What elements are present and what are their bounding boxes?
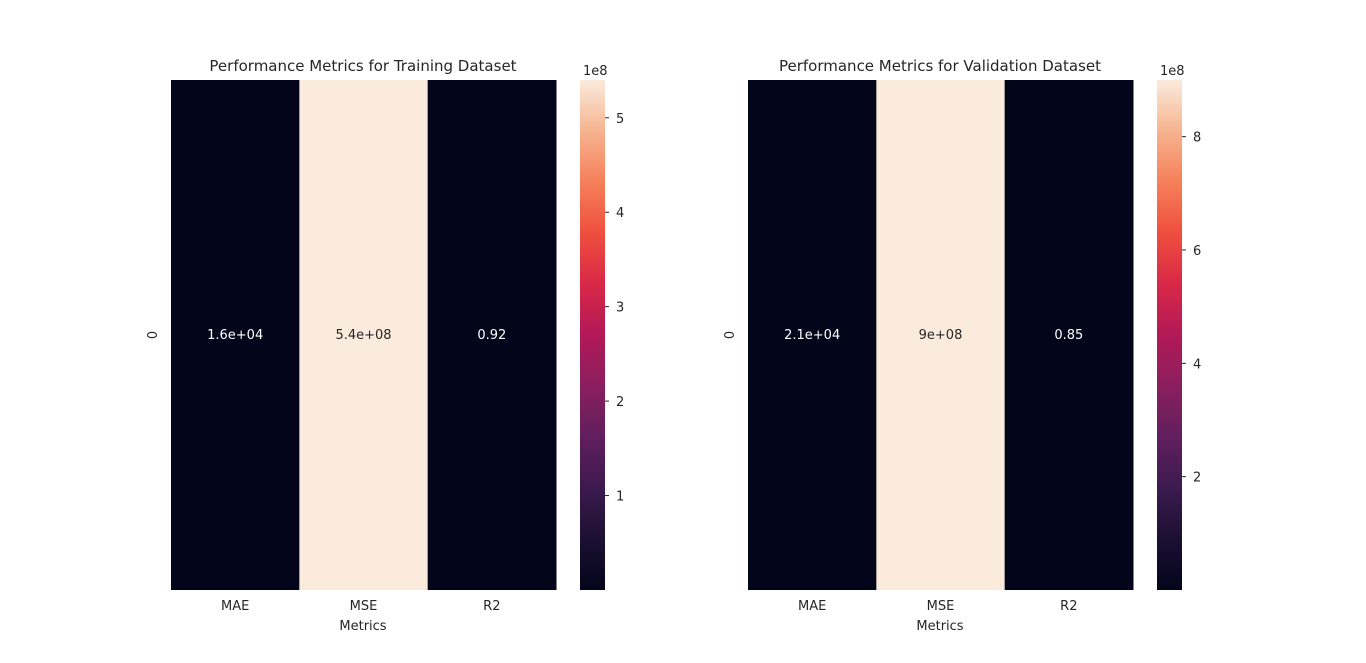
x-tick-label: MSE xyxy=(927,599,955,614)
heatmap-cell xyxy=(1004,80,1134,590)
cell-annotation: 2.1e+04 xyxy=(784,328,840,343)
row-tick-label: 0 xyxy=(723,331,738,339)
colorbar-tick-label: 1 xyxy=(616,490,624,505)
heatmap-panel-validation: Performance Metrics for Validation Datas… xyxy=(723,57,1201,634)
heatmap-panel-training: Performance Metrics for Training Dataset… xyxy=(146,57,624,634)
colorbar-tick-label: 5 xyxy=(616,112,624,127)
x-tick-label: MAE xyxy=(798,599,826,614)
x-tick-label: MAE xyxy=(221,599,249,614)
cell-annotation: 0.85 xyxy=(1054,328,1083,343)
heatmap-cell xyxy=(171,80,300,590)
cell-annotation: 1.6e+04 xyxy=(207,328,263,343)
colorbar-ticks: 2 4 6 8 xyxy=(1182,131,1201,486)
colorbar-tick-label: 8 xyxy=(1193,131,1201,146)
heatmap-cell xyxy=(299,80,429,590)
chart-title: Performance Metrics for Training Dataset xyxy=(209,57,516,75)
colorbar-tick-label: 6 xyxy=(1193,244,1201,259)
colorbar-tick-label: 2 xyxy=(616,395,624,410)
heatmap-cells: 2.1e+04 9e+08 0.85 xyxy=(748,80,1134,590)
row-tick-label: 0 xyxy=(146,331,161,339)
colorbar xyxy=(1157,80,1182,590)
x-tick-label: R2 xyxy=(483,599,500,614)
x-axis-label: Metrics xyxy=(339,619,386,634)
colorbar-multiplier: 1e8 xyxy=(583,64,608,79)
colorbar-ticks: 1 2 3 4 5 xyxy=(605,112,624,505)
colorbar-tick-label: 3 xyxy=(616,301,624,316)
heatmap-cells: 1.6e+04 5.4e+08 0.92 xyxy=(171,80,557,590)
cell-annotation: 0.92 xyxy=(477,328,506,343)
x-axis-label: Metrics xyxy=(916,619,963,634)
cell-annotation: 9e+08 xyxy=(919,328,963,343)
heatmap-cell xyxy=(748,80,877,590)
heatmap-cell xyxy=(876,80,1006,590)
heatmap-cell xyxy=(427,80,557,590)
x-tick-label: MSE xyxy=(350,599,378,614)
x-tick-labels: MAE MSE R2 xyxy=(221,599,500,614)
x-tick-label: R2 xyxy=(1060,599,1077,614)
colorbar-tick-label: 4 xyxy=(616,206,624,221)
x-tick-labels: MAE MSE R2 xyxy=(798,599,1077,614)
colorbar-tick-label: 4 xyxy=(1193,357,1201,372)
colorbar-tick-label: 2 xyxy=(1193,471,1201,486)
colorbar-multiplier: 1e8 xyxy=(1160,64,1185,79)
cell-annotation: 5.4e+08 xyxy=(335,328,391,343)
chart-title: Performance Metrics for Validation Datas… xyxy=(779,57,1101,75)
colorbar xyxy=(580,80,605,590)
